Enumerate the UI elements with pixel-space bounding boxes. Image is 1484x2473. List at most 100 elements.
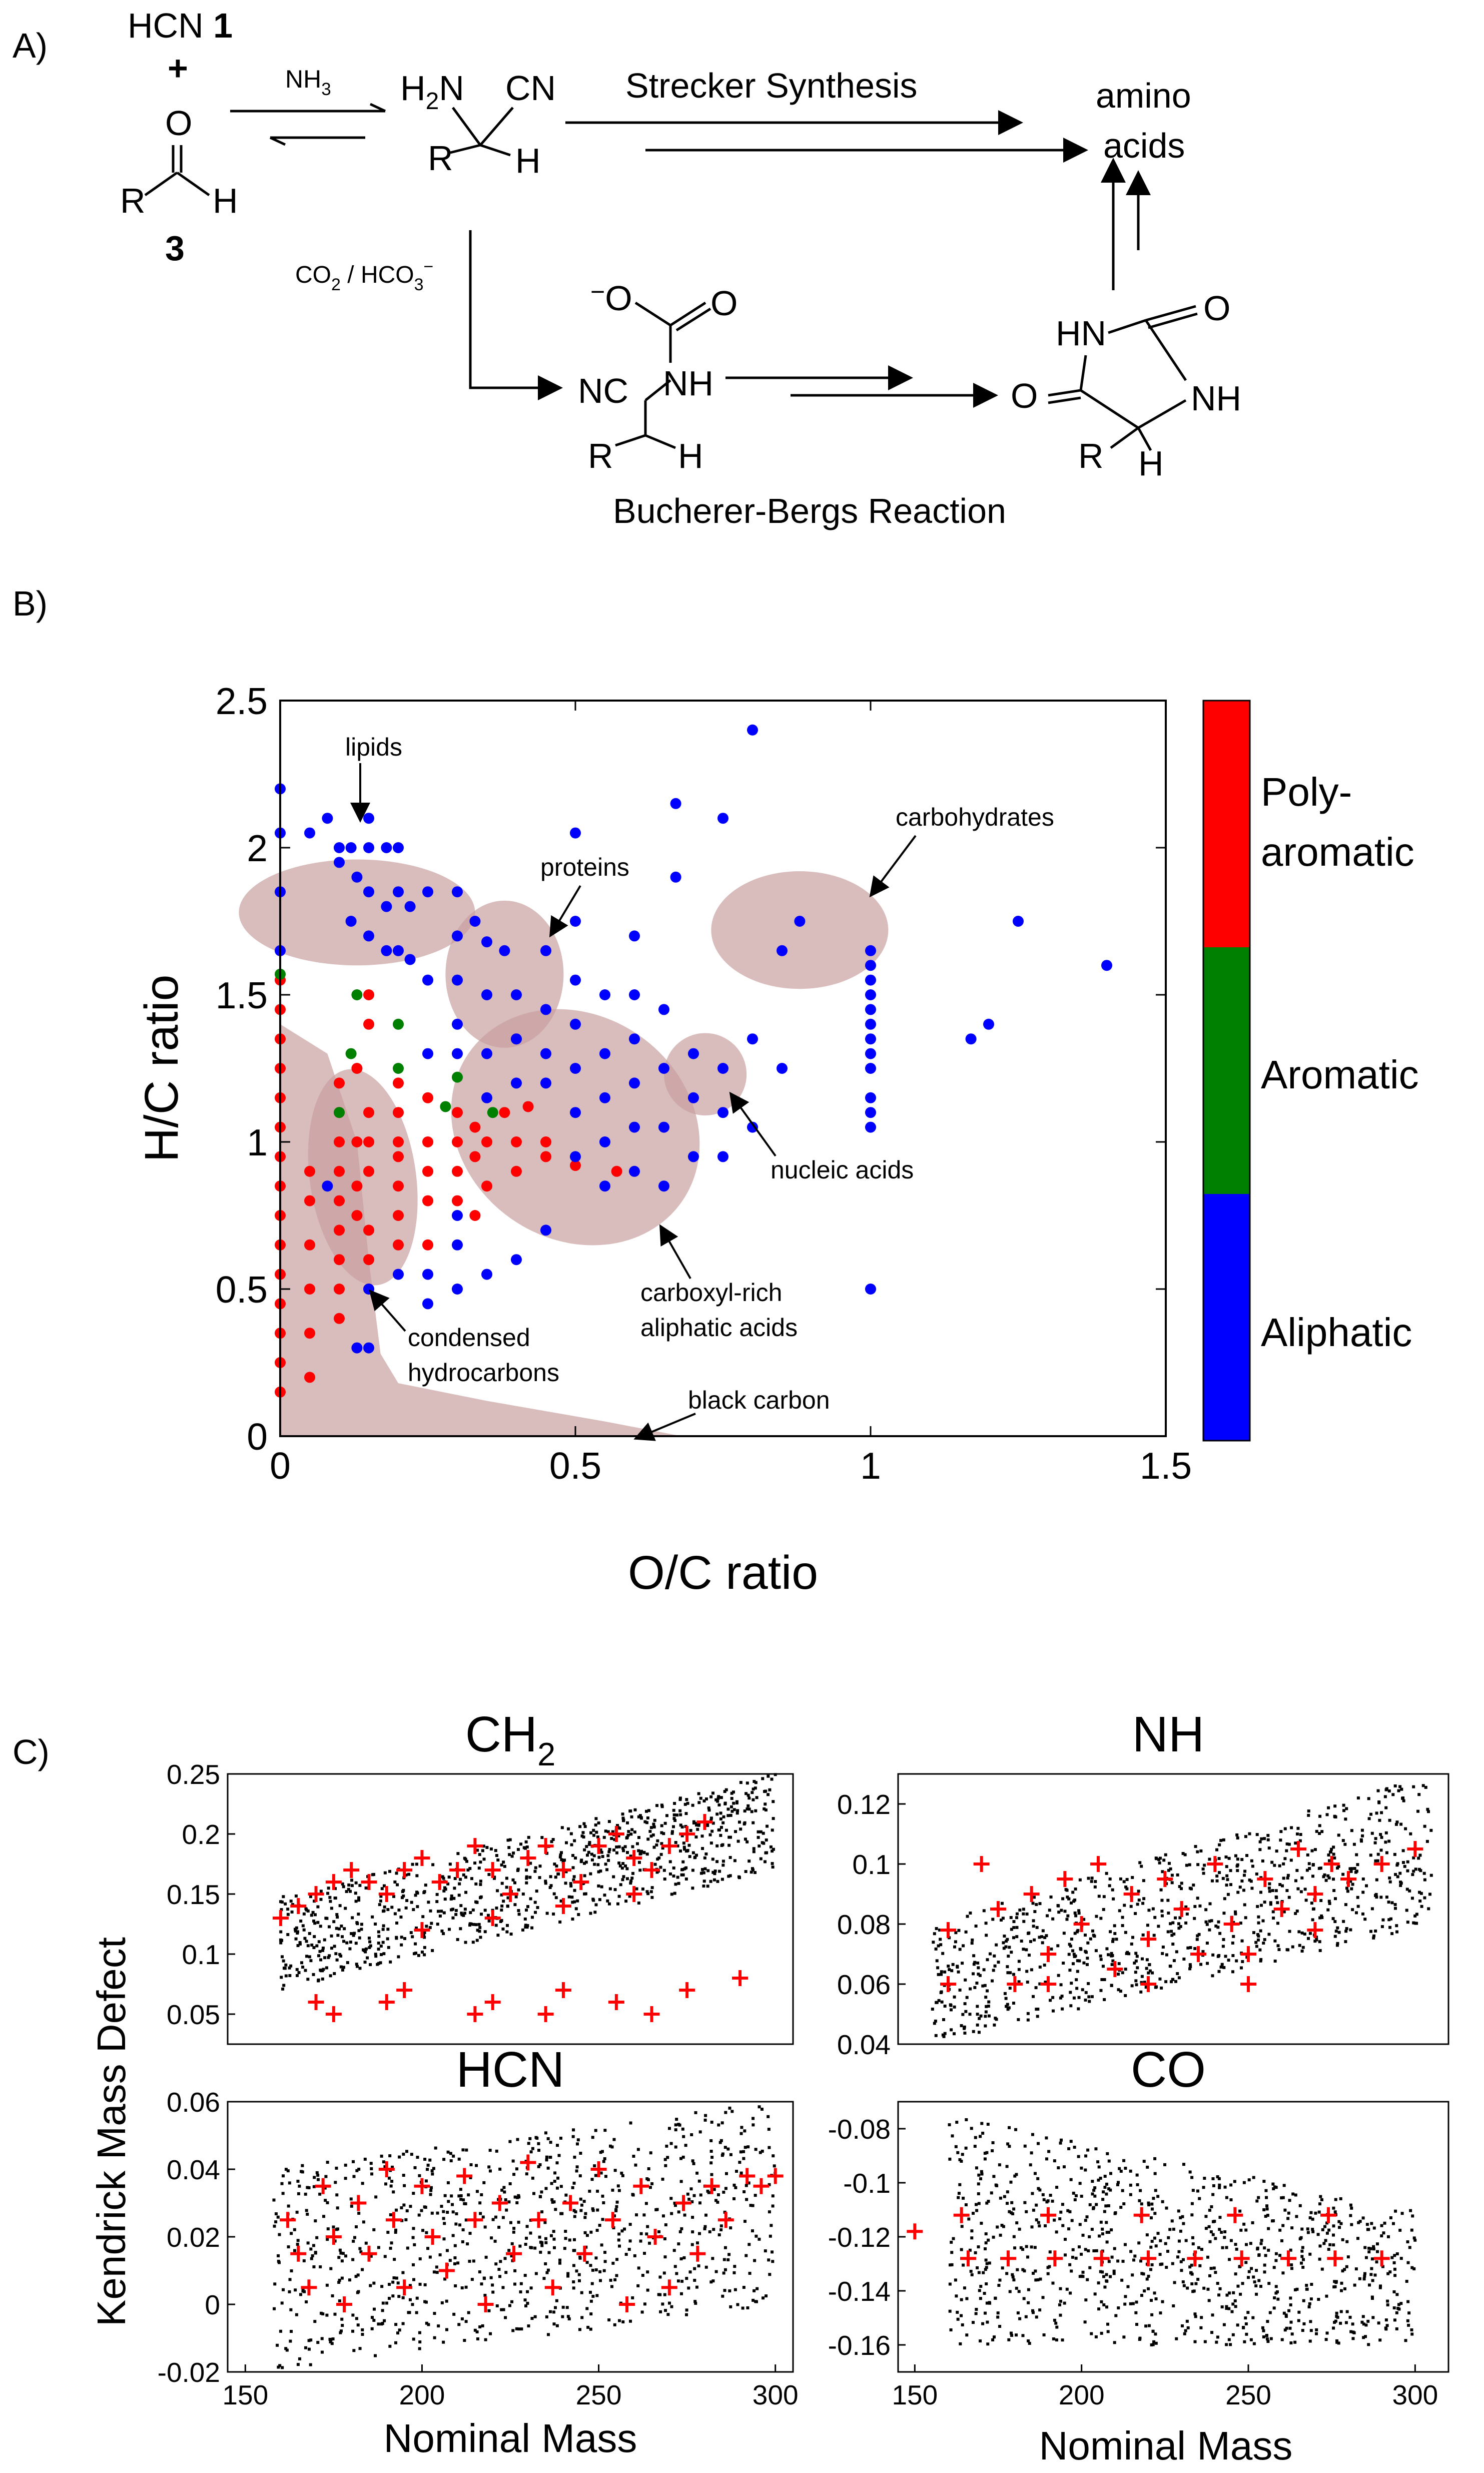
dot — [600, 2150, 604, 2153]
dot — [1418, 1853, 1422, 1857]
dot — [1061, 2338, 1064, 2342]
dot — [1412, 2236, 1416, 2240]
dot — [301, 1924, 305, 1928]
dot — [681, 2127, 684, 2131]
dot — [655, 1804, 659, 1807]
dot — [1150, 2343, 1153, 2346]
dot — [1219, 1838, 1223, 1842]
dot — [466, 1868, 470, 1872]
dot — [679, 1823, 682, 1827]
dot — [1206, 1962, 1209, 1965]
dot — [1175, 1950, 1178, 1954]
hydantoin-o-left: O — [1011, 376, 1038, 415]
dot — [1267, 1846, 1271, 1850]
dot — [992, 2175, 996, 2178]
dot — [1122, 1880, 1126, 1884]
dot — [1075, 1987, 1079, 1990]
dot — [977, 1973, 980, 1976]
highlight-cross — [661, 1838, 677, 1854]
dot — [425, 2231, 428, 2234]
dot — [512, 1851, 515, 1855]
dot — [1099, 1989, 1103, 1992]
dot — [1161, 1870, 1164, 1874]
dot — [1259, 1929, 1262, 1933]
dot — [991, 1979, 994, 1983]
dot — [279, 2329, 282, 2333]
dot — [346, 1961, 349, 1965]
dot — [1327, 2228, 1331, 2232]
dot — [1337, 1931, 1341, 1934]
dot — [529, 1897, 532, 1901]
dot — [574, 2210, 577, 2214]
condensed-label-1: condensed — [408, 1324, 530, 1352]
dot — [1386, 2299, 1389, 2303]
dot — [1370, 2257, 1374, 2261]
point-aliphatic-64 — [747, 724, 758, 736]
dot — [1372, 1934, 1376, 1938]
dot — [1188, 2170, 1192, 2174]
dot — [1218, 2228, 1221, 2231]
point-polyaromatic-63 — [499, 1107, 510, 1118]
dot — [1339, 2222, 1343, 2225]
dot — [1209, 2267, 1213, 2270]
dot — [616, 1825, 620, 1829]
dot — [691, 2230, 694, 2234]
dot — [442, 1889, 446, 1893]
dot — [549, 1875, 552, 1879]
dot — [659, 1852, 663, 1856]
dot — [1231, 1970, 1234, 1974]
dot — [1356, 1863, 1359, 1867]
highlight-cross — [573, 1874, 589, 1890]
dot — [1406, 1869, 1409, 1873]
dot — [1362, 2277, 1366, 2281]
dot — [1072, 1953, 1076, 1956]
dot — [1257, 1934, 1260, 1938]
dot — [454, 2284, 457, 2288]
dot — [394, 2230, 397, 2234]
dot — [1032, 1995, 1035, 1998]
dot — [387, 2297, 391, 2300]
dot — [712, 2188, 716, 2191]
dot — [295, 2313, 298, 2316]
dot — [993, 2023, 996, 2027]
dot — [400, 1896, 404, 1900]
point-polyaromatic-55 — [452, 1165, 463, 1177]
dot — [627, 1830, 630, 1833]
dot — [1139, 1990, 1143, 1994]
dot — [440, 2301, 444, 2304]
dot — [358, 1967, 362, 1970]
dot — [330, 1934, 333, 1938]
highlight-cross — [555, 1982, 571, 1998]
dot — [729, 2226, 732, 2230]
dot — [637, 1836, 640, 1839]
dot — [1135, 2323, 1139, 2326]
dot — [1091, 2192, 1094, 2196]
dot — [1218, 2287, 1222, 2290]
dot — [398, 2155, 401, 2159]
dot — [589, 1831, 593, 1834]
dot — [546, 2137, 550, 2140]
dot — [1396, 1875, 1399, 1879]
dot — [538, 2235, 541, 2239]
dot — [1000, 1918, 1003, 1922]
dot — [1164, 1853, 1167, 1857]
dot — [584, 1861, 588, 1864]
dot — [753, 2289, 756, 2292]
dot — [948, 2157, 952, 2161]
dot — [1307, 1813, 1310, 1817]
dot — [949, 2003, 952, 2007]
dot — [1225, 2305, 1228, 2308]
dot — [717, 1803, 721, 1806]
dot — [768, 2210, 771, 2214]
dot — [1301, 1946, 1305, 1949]
dot — [723, 1802, 727, 1805]
dot — [1375, 1811, 1378, 1815]
dot — [1006, 2202, 1009, 2205]
dot — [295, 2210, 299, 2214]
dot — [589, 2264, 592, 2267]
dot — [1075, 1978, 1078, 1982]
dot — [1048, 2250, 1052, 2254]
dot — [1190, 2202, 1194, 2205]
dot — [1208, 1920, 1211, 1923]
dot — [1401, 1849, 1405, 1852]
